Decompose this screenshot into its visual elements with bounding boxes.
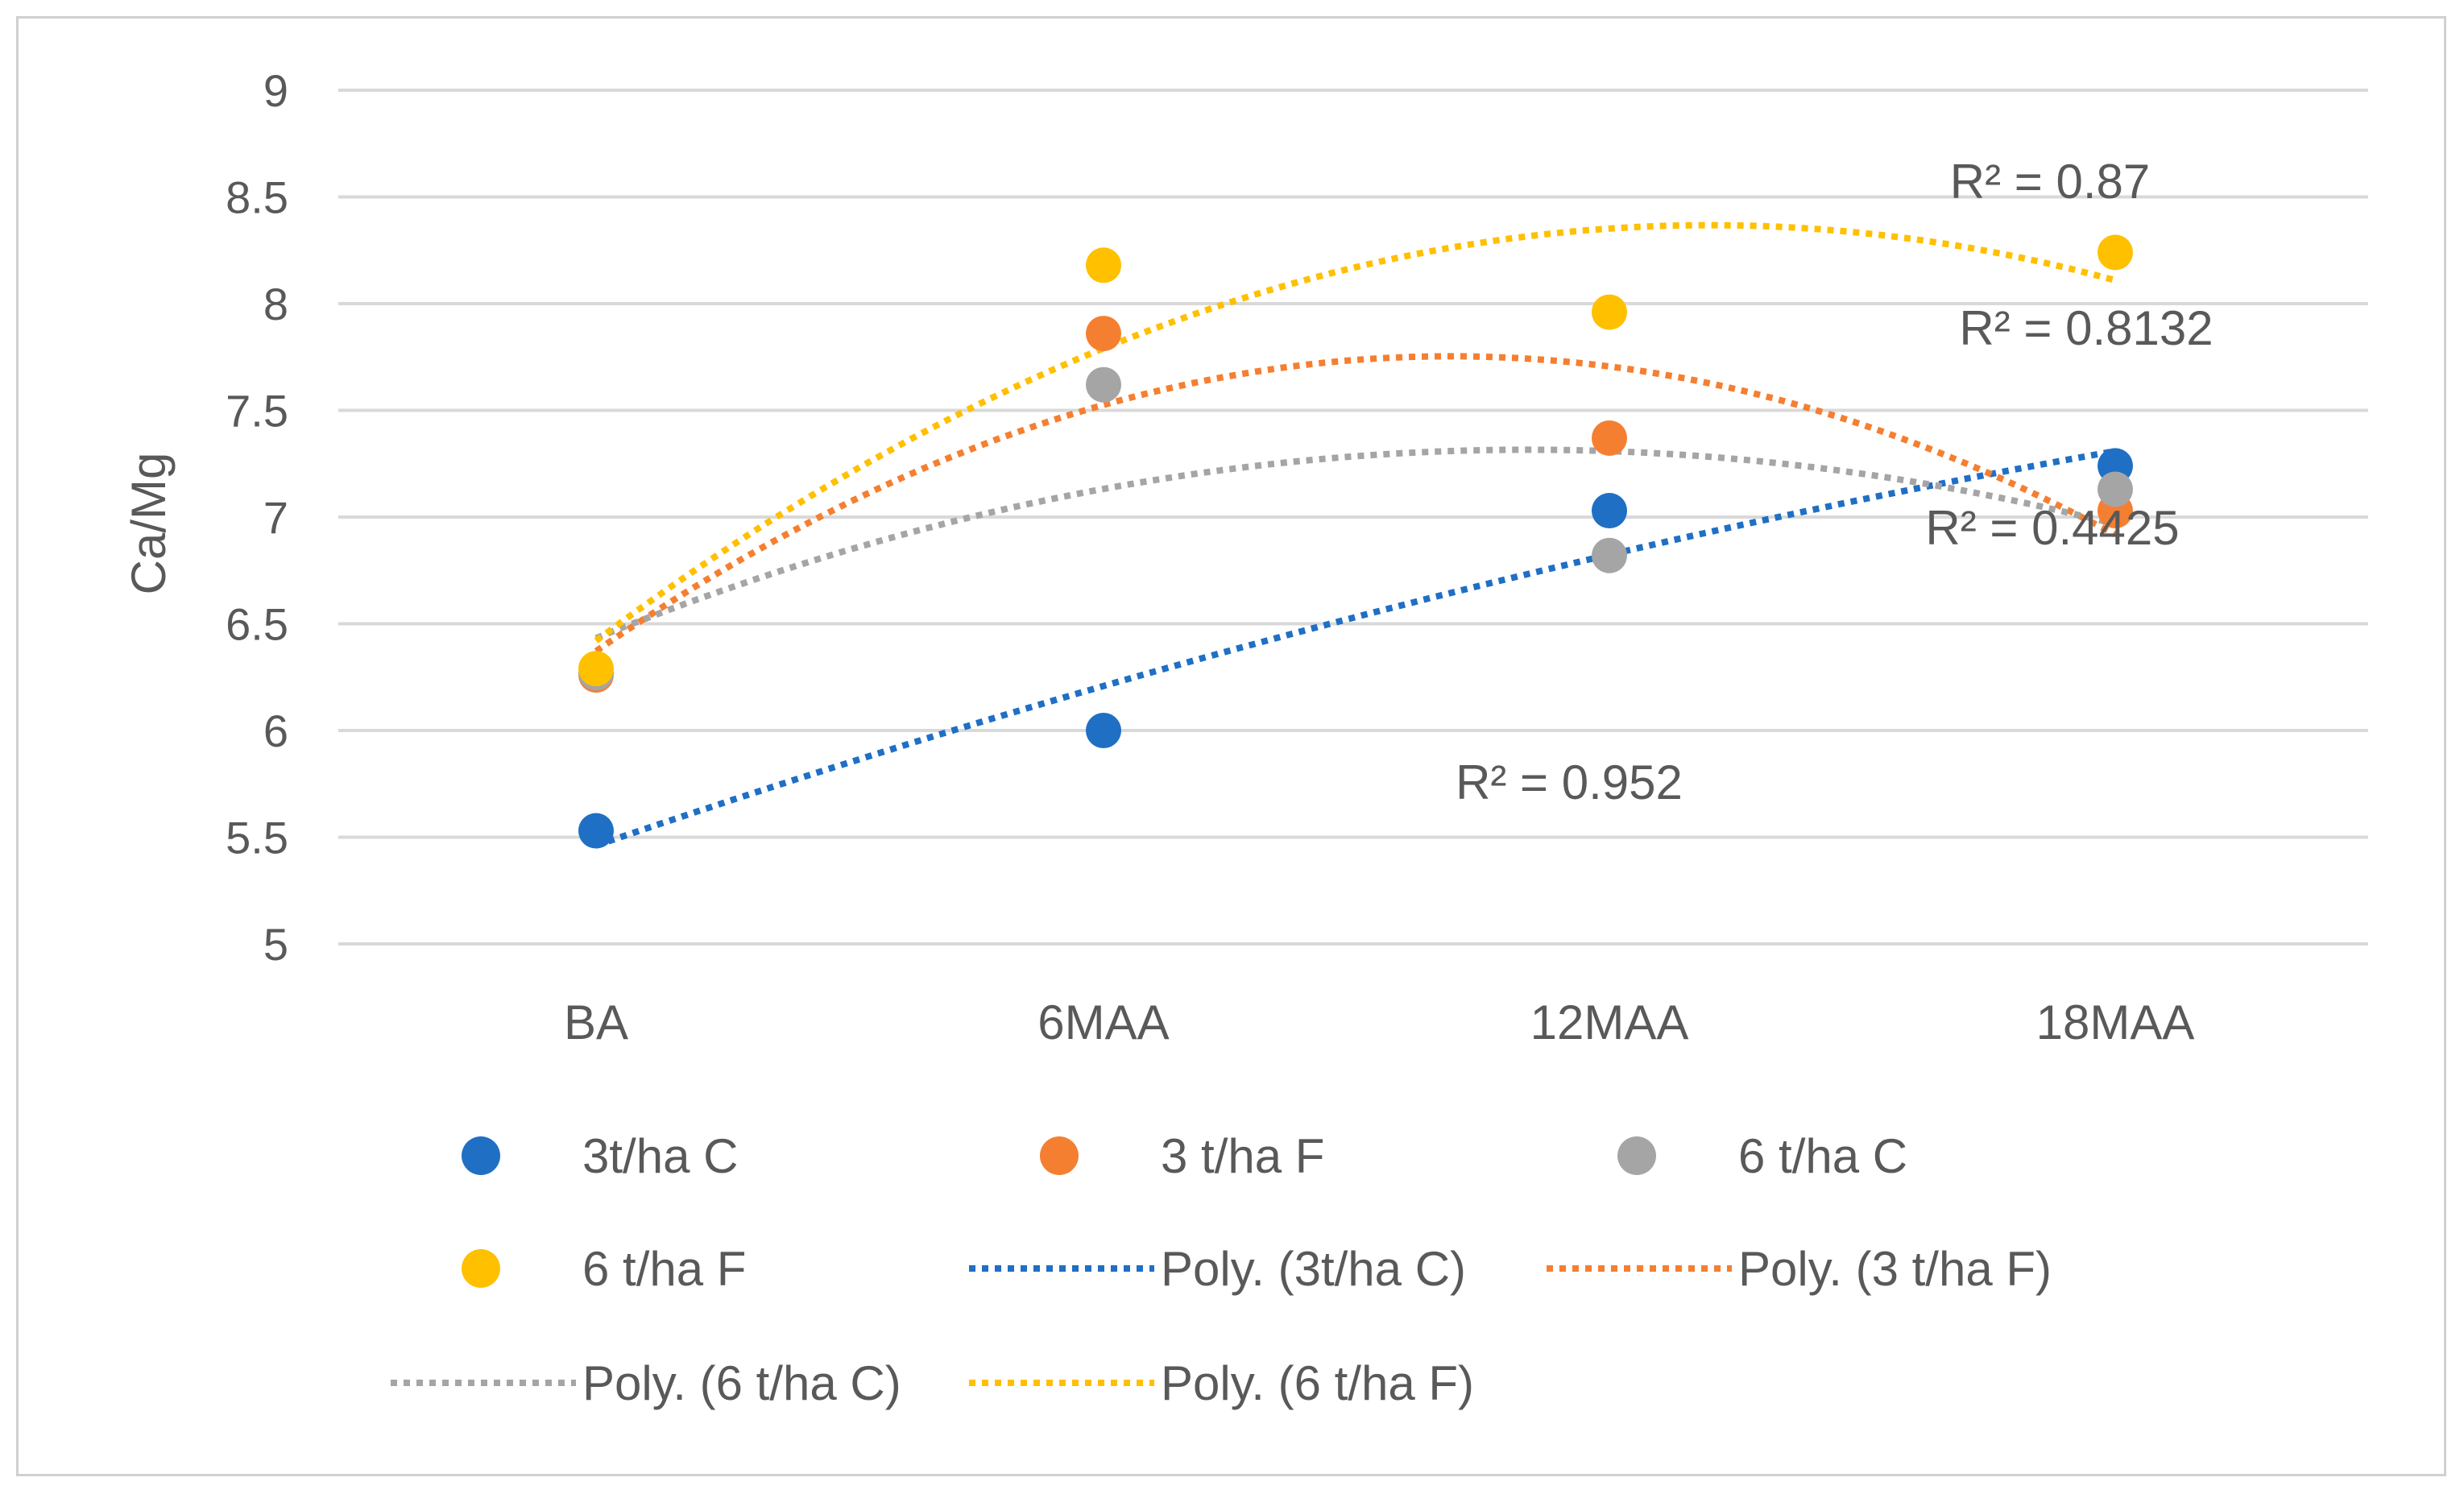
x-tick-label: 6MAA: [1037, 995, 1169, 1049]
legend-label: 3 t/ha F: [1161, 1129, 1324, 1183]
trendlines: [594, 221, 2117, 849]
legend-label: Poly. (6 t/ha C): [582, 1356, 901, 1410]
data-point: [1592, 537, 1627, 573]
data-point: [578, 651, 614, 687]
legend-label: 3t/ha C: [582, 1129, 738, 1183]
gridlines: [338, 89, 2368, 946]
legend-marker: [1040, 1136, 1079, 1175]
legend-label: Poly. (3t/ha C): [1161, 1242, 1466, 1296]
x-tick-label: BA: [564, 995, 628, 1049]
y-tick-label: 7.5: [226, 386, 288, 437]
trendline: [594, 448, 2116, 849]
legend-label: Poly. (3 t/ha F): [1738, 1242, 2052, 1296]
r-squared-label: R² = 0.4425: [1925, 501, 2179, 555]
data-point: [1086, 316, 1121, 352]
legend-label: 6 t/ha F: [582, 1242, 746, 1296]
x-axis-categories: BA 6MAA 12MAA 18MAA: [564, 995, 2194, 1049]
legend-label: 6 t/ha C: [1738, 1129, 1907, 1183]
legend-label: Poly. (6 t/ha F): [1161, 1356, 1474, 1410]
x-tick-label: 12MAA: [1530, 995, 1689, 1049]
y-tick-label: 8.5: [226, 172, 288, 223]
y-tick-label: 5.5: [226, 813, 288, 863]
data-point: [1592, 294, 1627, 330]
legend: 3t/ha C 3 t/ha F 6 t/ha C 6 t/ha F Poly. (3t…: [391, 1129, 2052, 1410]
legend-marker: [1617, 1136, 1656, 1175]
legend-marker: [462, 1249, 500, 1288]
y-tick-label: 6.5: [226, 599, 288, 650]
trendline: [594, 221, 2117, 644]
y-axis-ticks: 5 5.5 6 6.5 7 7.5 8 8.5 9: [226, 65, 288, 970]
trendline: [594, 446, 2116, 642]
chart-frame: [16, 16, 2446, 1476]
r-squared-label: R² = 0.952: [1456, 755, 1683, 809]
data-point: [1592, 420, 1627, 456]
data-point: [1086, 713, 1121, 748]
data-point: [2098, 234, 2133, 271]
data-point: [578, 813, 614, 849]
data-point: [1086, 366, 1121, 403]
y-tick-label: 7: [263, 492, 288, 543]
data-point: [1592, 493, 1627, 529]
data-point: [2098, 471, 2133, 507]
y-tick-label: 6: [263, 706, 288, 756]
y-tick-label: 8: [263, 279, 288, 329]
y-axis-title: Ca/Mg: [122, 453, 176, 595]
r-squared-labels: R² = 0.952 R² = 0.8132 R² = 0.4425 R² = 0.8…: [1456, 155, 2213, 809]
data-point: [1086, 247, 1121, 283]
trendline: [594, 353, 2117, 654]
y-tick-label: 9: [263, 65, 288, 116]
r-squared-label: R² = 0.87: [1950, 155, 2150, 209]
x-tick-label: 18MAA: [2036, 995, 2195, 1049]
data-points: [578, 234, 2133, 849]
r-squared-label: R² = 0.8132: [1959, 301, 2213, 355]
y-tick-label: 5: [263, 919, 288, 970]
legend-marker: [462, 1136, 500, 1175]
